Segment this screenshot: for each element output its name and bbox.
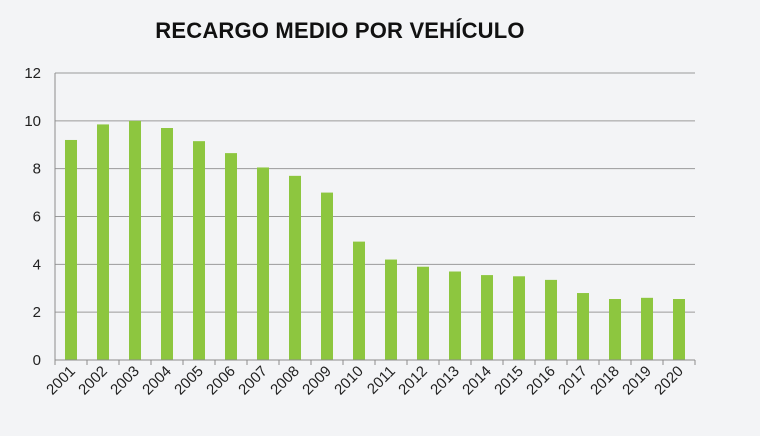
x-tick-label: 2008 — [267, 363, 303, 399]
x-tick-label: 2020 — [651, 363, 687, 399]
bar-2004 — [161, 128, 173, 360]
bar-2008 — [289, 175, 301, 360]
x-tick-label: 2014 — [459, 363, 495, 399]
bar-2016 — [545, 279, 557, 360]
bar-2011 — [385, 259, 397, 360]
x-tick-label: 2017 — [555, 363, 591, 399]
x-tick-label: 2004 — [139, 363, 175, 399]
y-tick-label: 12 — [24, 65, 41, 82]
bar-2015 — [513, 276, 525, 360]
bar-2003 — [129, 120, 141, 360]
x-tick-label: 2003 — [107, 363, 143, 399]
x-tick-label: 2013 — [427, 363, 463, 399]
y-tick-label: 6 — [33, 209, 41, 226]
bar-2020 — [673, 299, 685, 360]
y-tick-label: 2 — [33, 304, 41, 321]
x-tick-label: 2009 — [299, 363, 335, 399]
x-tick-label: 2015 — [491, 363, 527, 399]
bar-2006 — [225, 153, 237, 360]
y-tick-labels: 0 2 4 6 8 10 12 — [24, 65, 41, 369]
x-tick-label: 2018 — [587, 363, 623, 399]
x-tick-label: 2001 — [43, 363, 79, 399]
bar-2019 — [641, 297, 653, 360]
bar-2013 — [449, 271, 461, 360]
bar-2012 — [417, 266, 429, 360]
bar-2018 — [609, 299, 621, 360]
axes — [54, 73, 696, 365]
bar-2007 — [257, 167, 269, 360]
x-tick-label: 2016 — [523, 363, 559, 399]
bar-2017 — [577, 293, 589, 360]
x-tick-labels: 2001200220032004200520062007200820092010… — [43, 363, 687, 399]
chart-title: RECARGO MEDIO POR VEHÍCULO — [155, 18, 525, 43]
x-tick-label: 2010 — [331, 363, 367, 399]
x-tick-label: 2005 — [171, 363, 207, 399]
x-tick-label: 2006 — [203, 363, 239, 399]
bar-2002 — [97, 124, 109, 360]
y-tick-label: 4 — [33, 256, 41, 273]
bar-2010 — [353, 241, 365, 360]
x-tick-label: 2002 — [75, 363, 111, 399]
bar-2005 — [193, 141, 205, 360]
grid-lines — [55, 72, 695, 313]
y-tick-label: 0 — [33, 352, 41, 369]
x-tick-label: 2012 — [395, 363, 431, 399]
x-tick-label: 2019 — [619, 363, 655, 399]
bar-2001 — [65, 139, 77, 360]
x-tick-label: 2007 — [235, 363, 271, 399]
y-tick-label: 10 — [24, 113, 41, 130]
bar-2009 — [321, 192, 333, 360]
x-tick-label: 2011 — [364, 363, 399, 398]
bars — [65, 120, 685, 360]
y-tick-label: 8 — [33, 161, 41, 178]
bar-2014 — [481, 275, 493, 360]
